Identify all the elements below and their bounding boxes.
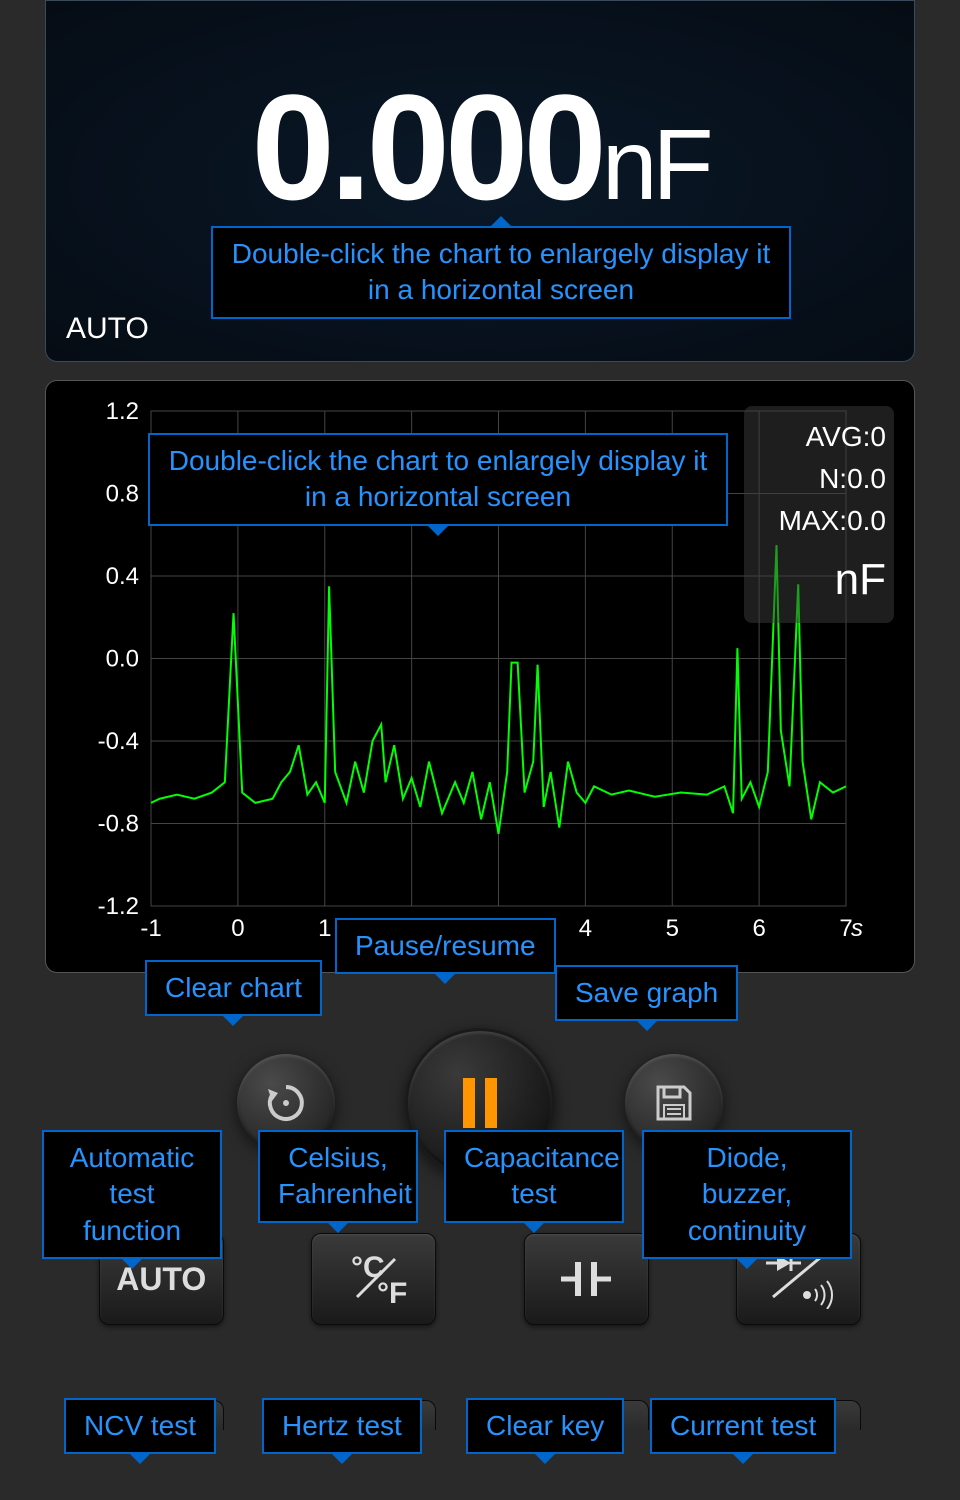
tooltip-pause-resume: Pause/resume [335, 918, 556, 974]
save-icon [650, 1079, 698, 1127]
capacitor-icon [556, 1254, 616, 1304]
capacitance-button[interactable] [524, 1233, 649, 1325]
tooltip-zero: Clear key [466, 1398, 624, 1454]
chart-panel[interactable]: -1.2-0.8-0.40.00.40.81.2-101234567s AVG:… [45, 380, 915, 973]
svg-text:0.4: 0.4 [106, 563, 139, 590]
stats-overlay: AVG:0 N:0.0 MAX:0.0 nF [744, 406, 894, 623]
tooltip-temp: Celsius, Fahrenheit [258, 1130, 418, 1223]
svg-text:-0.4: -0.4 [98, 728, 139, 755]
main-display-panel[interactable]: 0.000nF AUTO Double-click the chart to e… [45, 0, 915, 362]
svg-text:0.8: 0.8 [106, 481, 139, 508]
svg-text:5: 5 [666, 915, 679, 942]
stat-avg: AVG:0 [752, 416, 886, 458]
stat-min: N:0.0 [752, 458, 886, 500]
temp-button[interactable]: °C °F [311, 1233, 436, 1325]
svg-text:1.2: 1.2 [106, 398, 139, 425]
svg-text:0.0: 0.0 [106, 646, 139, 673]
tooltip-current: Current test [650, 1398, 836, 1454]
main-reading: 0.000nF [46, 61, 914, 234]
stat-unit: nF [752, 547, 886, 613]
tooltip-enlarge-display: Double-click the chart to enlargely disp… [211, 226, 791, 319]
mode-label: AUTO [66, 312, 149, 346]
tooltip-ncv: NCV test [64, 1398, 216, 1454]
tooltip-clear-chart: Clear chart [145, 960, 322, 1016]
svg-text:6: 6 [752, 915, 765, 942]
tooltip-diode: Diode, buzzer, continuity [642, 1130, 852, 1259]
pause-icon [455, 1073, 505, 1133]
refresh-icon [262, 1079, 310, 1127]
tooltip-cap: Capacitance test [444, 1130, 624, 1223]
svg-text:-1: -1 [140, 915, 161, 942]
temp-icon: °C °F [339, 1249, 409, 1309]
svg-text:4: 4 [579, 915, 592, 942]
reading-unit: nF [602, 109, 709, 221]
tooltip-save-graph: Save graph [555, 965, 738, 1021]
tooltip-enlarge-chart: Double-click the chart to enlargely disp… [148, 433, 728, 526]
tooltip-hz: Hertz test [262, 1398, 422, 1454]
reading-value: 0.000 [251, 63, 601, 231]
svg-text:-0.8: -0.8 [98, 811, 139, 838]
tooltip-auto: Automatic test function [42, 1130, 222, 1259]
svg-text:-1.2: -1.2 [98, 893, 139, 920]
svg-text:°F: °F [377, 1277, 407, 1309]
svg-text:0: 0 [231, 915, 244, 942]
svg-text:s: s [851, 915, 863, 942]
svg-text:1: 1 [318, 915, 331, 942]
stat-max: MAX:0.0 [752, 500, 886, 542]
